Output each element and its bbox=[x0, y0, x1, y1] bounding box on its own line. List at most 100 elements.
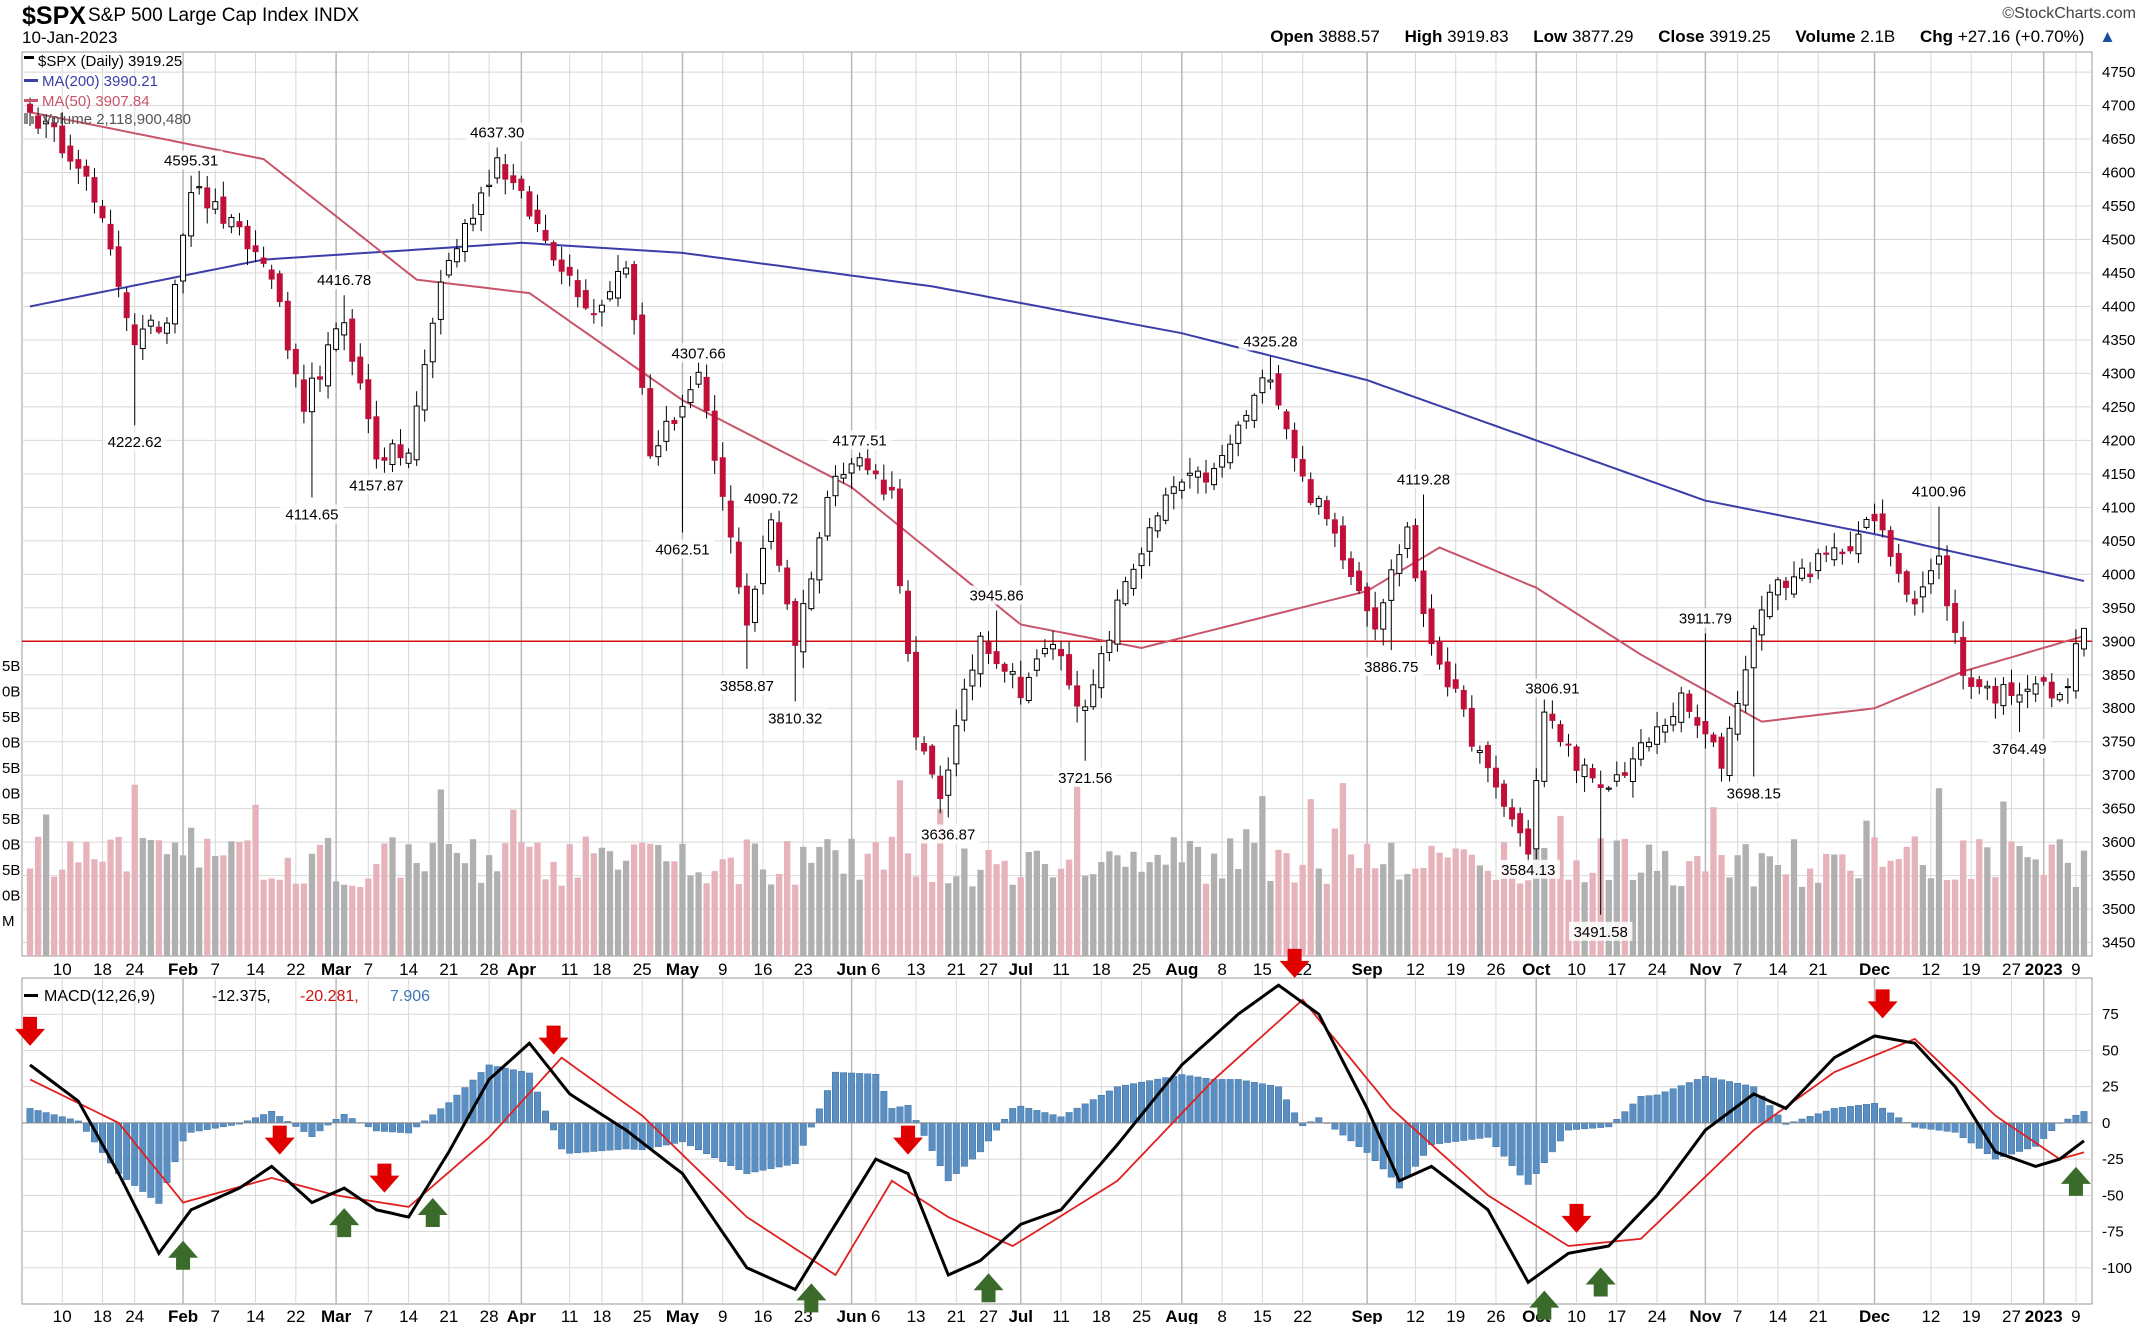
candle-body bbox=[1275, 373, 1282, 406]
macd-histogram-bar bbox=[1121, 1084, 1129, 1124]
macd-histogram-bar bbox=[211, 1122, 219, 1129]
macd-histogram-bar bbox=[1154, 1078, 1162, 1124]
volume-bar bbox=[445, 844, 453, 956]
volume-bar bbox=[1210, 853, 1218, 956]
volume-bar bbox=[1943, 880, 1951, 956]
candle-body bbox=[1629, 758, 1636, 782]
annotation-bg bbox=[916, 824, 980, 844]
volume-bar bbox=[1919, 865, 1927, 956]
volume-bar bbox=[1090, 874, 1097, 956]
volume-bar bbox=[663, 861, 670, 956]
candle-body bbox=[1380, 602, 1387, 630]
candle-body bbox=[470, 217, 477, 225]
volume-bar bbox=[1871, 837, 1878, 956]
macd-histogram-bar bbox=[823, 1090, 831, 1124]
macd-x-label: Sep bbox=[1352, 1307, 1383, 1324]
volume-bar bbox=[1839, 854, 1846, 956]
macd-x-label: Apr bbox=[507, 1307, 537, 1324]
macd-histogram-bar bbox=[775, 1122, 783, 1168]
candle-body bbox=[1726, 727, 1733, 777]
macd-histogram-bar bbox=[1556, 1122, 1564, 1142]
candle-body bbox=[1412, 525, 1419, 579]
volume-bar bbox=[179, 855, 187, 956]
ma50-line bbox=[29, 111, 2085, 723]
price-x-label: 8 bbox=[1217, 960, 1226, 979]
price-annotations: 4595.31 4637.30 4416.78 4222.62 4114.65 4157.… bbox=[103, 122, 2052, 941]
macd-histogram-bar bbox=[1726, 1081, 1734, 1124]
macd-histogram-bar bbox=[550, 1122, 558, 1131]
macd-histogram-bar bbox=[888, 1108, 896, 1124]
macd-x-label: 10 bbox=[53, 1307, 72, 1324]
candle-body bbox=[679, 406, 686, 418]
annotation-bg bbox=[1053, 767, 1117, 787]
candle-body bbox=[67, 145, 74, 162]
volume-bar bbox=[703, 883, 710, 956]
macd-histogram-bar bbox=[1854, 1105, 1862, 1124]
candle-body bbox=[566, 266, 573, 276]
macd-histogram-bar bbox=[1283, 1099, 1291, 1124]
volume-bar bbox=[397, 877, 404, 956]
candle-body bbox=[1243, 414, 1250, 422]
volume-bar bbox=[349, 885, 356, 956]
macd-histogram-bar bbox=[1508, 1122, 1516, 1166]
price-x-label: 27 bbox=[979, 960, 998, 979]
candle-body bbox=[2080, 627, 2087, 650]
candle-body bbox=[461, 222, 468, 252]
volume-bar bbox=[1774, 864, 1782, 956]
macd-x-label: 7 bbox=[1733, 1307, 1742, 1324]
macd-histogram-bar bbox=[566, 1122, 574, 1154]
volume-bar bbox=[1355, 868, 1363, 956]
volume-bar bbox=[985, 849, 992, 956]
volume-bar bbox=[953, 876, 960, 956]
volume-bar bbox=[373, 864, 380, 956]
volume-bar bbox=[1444, 857, 1451, 956]
candle-body bbox=[59, 125, 66, 154]
volume-bar bbox=[437, 789, 444, 956]
volume-bar bbox=[630, 844, 638, 956]
macd-x-label: 18 bbox=[1092, 1307, 1111, 1324]
volume-bar bbox=[1976, 839, 1983, 956]
close-label: Close bbox=[1658, 27, 1705, 46]
price-x-label: 7 bbox=[364, 960, 373, 979]
volume-bar bbox=[1363, 843, 1371, 956]
macd-histogram-bar bbox=[622, 1122, 630, 1150]
price-annotation: 4307.66 bbox=[671, 345, 725, 362]
price-x-label: 22 bbox=[286, 960, 305, 979]
price-x-label: Dec bbox=[1859, 960, 1890, 979]
volume-bar bbox=[1790, 839, 1798, 956]
candle-body bbox=[1565, 743, 1572, 746]
volume-bar bbox=[324, 837, 332, 956]
price-axis-label: 3600 bbox=[2102, 834, 2135, 851]
volume-bar bbox=[711, 871, 718, 956]
candle-body bbox=[880, 479, 887, 495]
volume-bar bbox=[647, 843, 654, 956]
volume-bar bbox=[1170, 837, 1177, 956]
volume-bar bbox=[2032, 859, 2039, 956]
volume-bar bbox=[1404, 874, 1411, 956]
volume-axis-label: 0B bbox=[2, 684, 20, 701]
macd-legend-macd: -12.375, bbox=[212, 988, 271, 1005]
candle-body bbox=[341, 322, 348, 336]
candle-body bbox=[163, 322, 170, 334]
candle-body bbox=[1444, 661, 1451, 688]
macd-histogram-bar bbox=[1113, 1086, 1121, 1124]
price-x-label: 28 bbox=[480, 960, 499, 979]
buy-arrow-icon bbox=[168, 1240, 199, 1270]
annotation-bg bbox=[312, 270, 376, 290]
macd-histogram-bar bbox=[856, 1073, 864, 1124]
candle-body bbox=[373, 416, 380, 460]
price-axis-label: 4750 bbox=[2102, 64, 2135, 81]
macd-histogram-bar bbox=[155, 1122, 163, 1204]
candle-body bbox=[405, 452, 412, 464]
candle-body bbox=[260, 257, 267, 264]
candle-body bbox=[606, 291, 613, 300]
candle-body bbox=[1203, 472, 1210, 483]
macd-x-label: 17 bbox=[1607, 1307, 1626, 1324]
volume-bar bbox=[1396, 879, 1403, 956]
price-x-label: 10 bbox=[53, 960, 72, 979]
sell-arrow-icon bbox=[1561, 1203, 1592, 1233]
volume-bar bbox=[276, 879, 283, 956]
volume-bar bbox=[1412, 868, 1419, 956]
macd-x-label: 7 bbox=[211, 1307, 220, 1324]
macd-histogram-bar bbox=[501, 1067, 509, 1124]
